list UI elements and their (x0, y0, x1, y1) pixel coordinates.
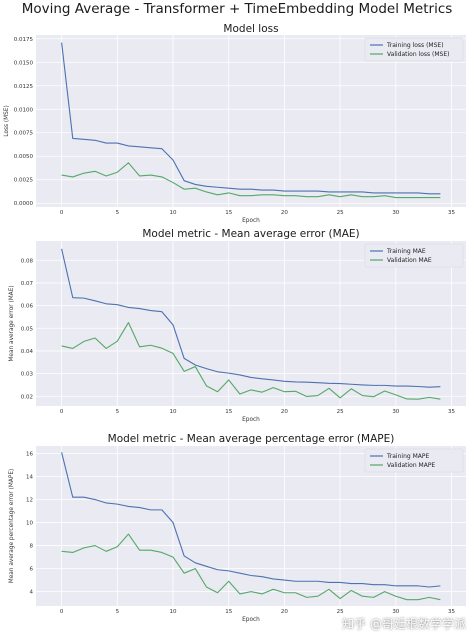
x-tick-label: 35 (448, 409, 455, 415)
legend: Training loss (MSE) Validation loss (MSE) (364, 37, 464, 62)
x-tick-label: 20 (281, 210, 288, 216)
legend-label: Training loss (MSE) (386, 42, 444, 49)
y-tick-label: 0.0100 (14, 107, 34, 113)
series-line-train (61, 42, 441, 195)
x-axis-label: Epoch (242, 218, 260, 224)
x-axis-label: Epoch (242, 617, 260, 623)
x-tick-label: 25 (337, 409, 344, 415)
y-tick-label: 0.0175 (14, 37, 34, 43)
legend-label: Training MAE (386, 248, 426, 255)
x-tick-label: 20 (281, 409, 288, 415)
legend-label: Validation loss (MSE) (387, 51, 450, 58)
legend-box (364, 243, 464, 268)
chart-title: Model loss (223, 23, 278, 35)
y-tick-label: 12 (26, 498, 33, 504)
y-tick-label: 8 (30, 544, 34, 550)
legend-label: Training MAPE (386, 453, 429, 460)
plot-area (36, 35, 466, 207)
legend: Training MAE Validation MAE (364, 243, 464, 268)
y-axis-label: Mean average percentage error (MAPE) (9, 469, 15, 584)
x-tick-label: 5 (116, 609, 120, 615)
x-tick-label: 20 (281, 609, 288, 615)
legend-box (364, 37, 464, 62)
x-tick-label: 5 (116, 210, 120, 216)
y-tick-label: 0.05 (21, 326, 34, 332)
legend: Training MAPE Validation MAPE (364, 448, 464, 473)
x-tick-label: 15 (225, 210, 232, 216)
x-tick-label: 35 (448, 609, 455, 615)
x-tick-label: 25 (337, 210, 344, 216)
chart-mape: Model metric - Mean average percentage e… (9, 433, 466, 623)
y-tick-label: 0.02 (21, 394, 33, 400)
series-line-train (61, 452, 441, 588)
series-line-val (61, 322, 441, 400)
chart-loss: Model loss 0 5 10 15 20 25 30 35 0.0000 0.0025 0.00… (4, 23, 466, 224)
chart-title: Model metric - Mean average percentage e… (108, 433, 395, 445)
x-tick-label: 5 (116, 409, 120, 415)
y-tick-label: 10 (26, 521, 33, 527)
chart-title: Model metric - Mean average error (MAE) (142, 228, 359, 240)
legend-label: Validation MAPE (387, 462, 435, 469)
x-tick-label: 0 (60, 210, 64, 216)
x-tick-label: 30 (392, 409, 399, 415)
x-tick-label: 15 (225, 409, 232, 415)
legend-label: Validation MAE (387, 257, 432, 264)
x-tick-label: 10 (170, 409, 177, 415)
x-tick-label: 25 (337, 609, 344, 615)
y-tick-label: 14 (26, 475, 33, 481)
chart-mae: Model metric - Mean average error (MAE) 0… (9, 228, 466, 423)
x-axis-label: Epoch (242, 417, 260, 423)
legend-box (364, 448, 464, 473)
figure-title: Moving Average - Transformer + TimeEmbed… (21, 1, 453, 17)
x-tick-label: 15 (225, 609, 232, 615)
series-line-val (61, 533, 441, 601)
x-tick-label: 30 (392, 210, 399, 216)
y-tick-label: 0.0150 (14, 60, 34, 66)
plot-area (36, 241, 466, 406)
y-axis-label: Mean average error (MAE) (9, 285, 15, 361)
y-tick-label: 0.0050 (14, 154, 34, 160)
y-tick-label: 0.0000 (14, 201, 34, 207)
x-tick-label: 10 (170, 609, 177, 615)
x-tick-label: 10 (170, 210, 177, 216)
y-tick-label: 0.06 (21, 304, 34, 310)
watermark: 知乎 @哥廷根数学学派 (342, 617, 466, 631)
y-tick-label: 6 (30, 567, 34, 573)
x-tick-label: 0 (60, 609, 64, 615)
y-tick-label: 0.08 (21, 258, 34, 264)
y-axis-label: Loss (MSE) (4, 105, 10, 136)
x-tick-label: 0 (60, 409, 64, 415)
y-tick-label: 0.0025 (14, 178, 34, 184)
y-tick-label: 4 (30, 590, 34, 596)
y-tick-label: 0.0125 (14, 84, 34, 90)
y-tick-label: 0.03 (21, 372, 34, 378)
x-tick-label: 35 (448, 210, 455, 216)
x-tick-label: 30 (392, 609, 399, 615)
y-tick-label: 0.0075 (14, 131, 34, 137)
y-tick-label: 16 (26, 451, 33, 457)
plot-area (36, 446, 466, 606)
y-tick-label: 0.04 (21, 349, 34, 355)
series-line-val (61, 162, 441, 199)
y-tick-label: 0.07 (21, 281, 34, 287)
series-line-train (61, 248, 441, 388)
